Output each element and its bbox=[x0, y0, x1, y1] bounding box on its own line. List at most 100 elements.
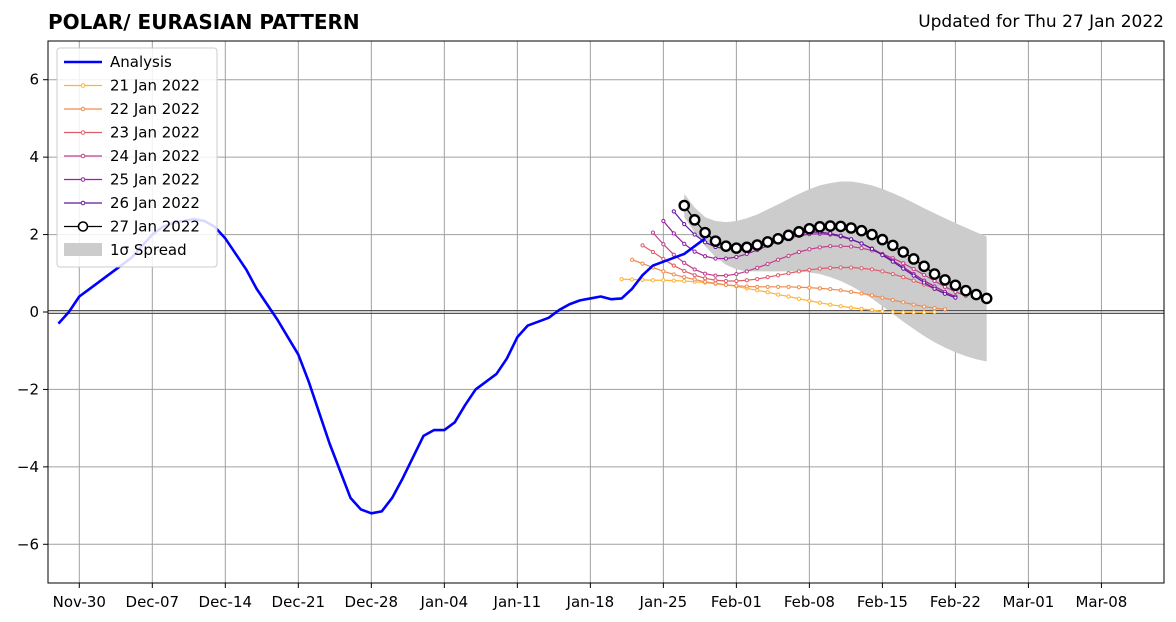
forecast-point bbox=[765, 261, 770, 267]
legend-swatch bbox=[64, 243, 102, 256]
forecast-point bbox=[922, 310, 927, 315]
forecast-point bbox=[671, 252, 676, 257]
forecast-point bbox=[922, 280, 927, 285]
forecast-point bbox=[629, 257, 635, 262]
forecast-point bbox=[744, 284, 749, 289]
x-tick-label: Jan-11 bbox=[493, 593, 542, 611]
forecast-point bbox=[942, 291, 948, 296]
x-tick-label: Feb-22 bbox=[930, 593, 981, 611]
forecast-point bbox=[869, 293, 875, 298]
forecast-point bbox=[741, 241, 753, 254]
forecast-point bbox=[782, 229, 795, 242]
y-tick-label: −6 bbox=[17, 535, 39, 553]
forecast-point bbox=[702, 240, 708, 245]
forecast-point bbox=[723, 278, 729, 284]
forecast-point bbox=[682, 275, 687, 280]
forecast-point bbox=[678, 199, 691, 212]
forecast-point bbox=[692, 249, 697, 254]
forecast-point bbox=[734, 254, 739, 260]
forecast-point bbox=[828, 302, 833, 307]
forecast-point bbox=[640, 277, 645, 282]
forecast-point bbox=[918, 260, 930, 273]
spread-band bbox=[684, 181, 987, 362]
legend-marker bbox=[77, 221, 89, 232]
forecast-point bbox=[970, 288, 983, 301]
forecast-point bbox=[942, 307, 948, 312]
forecast-point bbox=[796, 296, 802, 301]
forecast-point bbox=[928, 268, 941, 280]
forecast-point bbox=[744, 269, 749, 274]
forecast-point bbox=[734, 283, 739, 288]
forecast-point bbox=[901, 275, 906, 280]
forecast-point bbox=[849, 265, 854, 270]
forecast-point bbox=[786, 284, 791, 289]
forecast-point bbox=[838, 233, 843, 238]
forecast-point bbox=[775, 292, 781, 297]
forecast-point bbox=[880, 309, 885, 314]
legend-label: 22 Jan 2022 bbox=[110, 100, 200, 118]
forecast-point bbox=[960, 284, 972, 297]
forecast-point bbox=[932, 309, 937, 315]
forecast-point bbox=[650, 249, 656, 255]
forecast-point bbox=[859, 306, 864, 312]
forecast-point bbox=[650, 230, 656, 235]
forecast-point bbox=[845, 222, 857, 234]
forecast-point bbox=[911, 278, 916, 283]
forecast-point bbox=[661, 278, 666, 283]
forecast-point bbox=[682, 222, 687, 227]
x-tick-label: Feb-15 bbox=[857, 593, 908, 611]
x-tick-label: Dec-07 bbox=[126, 593, 180, 611]
forecast-point bbox=[838, 244, 843, 249]
forecast-point bbox=[859, 291, 864, 296]
forecast-point bbox=[775, 257, 781, 262]
updated-date: Updated for Thu 27 Jan 2022 bbox=[918, 12, 1164, 32]
forecast-point bbox=[942, 284, 948, 289]
forecast-point bbox=[838, 288, 843, 293]
forecast-point bbox=[980, 292, 993, 305]
forecast-point bbox=[786, 253, 791, 258]
forecast-point bbox=[671, 263, 676, 268]
forecast-point bbox=[629, 277, 635, 282]
forecast-point bbox=[619, 276, 624, 282]
forecast-point bbox=[661, 269, 666, 274]
forecast-point bbox=[911, 302, 916, 307]
forecast-point bbox=[828, 287, 833, 292]
forecast-point bbox=[880, 269, 885, 274]
forecast-point bbox=[755, 288, 760, 293]
forecast-point bbox=[817, 266, 822, 271]
x-tick-label: Dec-28 bbox=[345, 593, 399, 611]
legend-marker bbox=[80, 153, 86, 159]
forecast-point bbox=[949, 279, 962, 292]
forecast-point bbox=[855, 224, 868, 237]
legend-marker bbox=[80, 130, 86, 135]
forecast-point bbox=[692, 232, 697, 237]
forecast-point bbox=[890, 309, 895, 315]
legend-marker bbox=[80, 177, 86, 182]
legend-label: 24 Jan 2022 bbox=[110, 147, 200, 165]
series-lines bbox=[57, 199, 993, 515]
forecast-point bbox=[751, 239, 764, 251]
forecast-point bbox=[922, 304, 927, 309]
forecast-point bbox=[682, 260, 687, 265]
forecast-point bbox=[880, 295, 885, 300]
forecast-point bbox=[922, 272, 927, 277]
forecast-point bbox=[803, 222, 816, 235]
legend-label: 27 Jan 2022 bbox=[110, 218, 200, 236]
forecast-point bbox=[838, 265, 843, 270]
forecast-point bbox=[713, 273, 718, 278]
forecast-point bbox=[869, 307, 875, 313]
zero-line bbox=[48, 310, 1164, 314]
forecast-point bbox=[765, 290, 770, 295]
y-tick-label: −4 bbox=[17, 458, 39, 476]
forecast-point bbox=[671, 209, 676, 214]
legend-label: Analysis bbox=[110, 53, 172, 71]
forecast-point bbox=[661, 218, 666, 224]
x-tick-label: Mar-08 bbox=[1075, 593, 1127, 611]
forecast-point bbox=[880, 252, 885, 258]
legend-marker bbox=[80, 106, 86, 112]
forecast-point bbox=[953, 295, 958, 300]
forecast-point bbox=[807, 298, 812, 303]
forecast-point bbox=[723, 256, 729, 261]
forecast-point bbox=[730, 242, 743, 254]
forecast-point bbox=[702, 276, 708, 281]
